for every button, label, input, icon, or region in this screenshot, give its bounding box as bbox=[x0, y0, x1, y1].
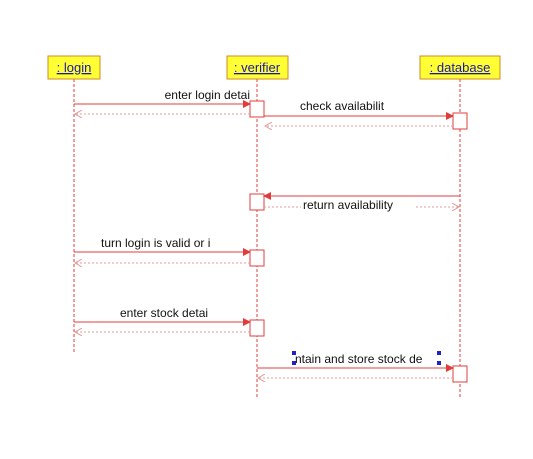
message-label: check availabilit bbox=[300, 99, 385, 113]
activation-box[interactable] bbox=[452, 112, 468, 130]
lifeline-verifier[interactable]: : verifier bbox=[226, 55, 289, 80]
lifeline-database-label: : database bbox=[430, 60, 491, 75]
message-label: enter login detai bbox=[165, 88, 250, 102]
message-label: return availability bbox=[303, 198, 393, 212]
selection-handle[interactable] bbox=[437, 351, 441, 355]
message-label: turn login is valid or i bbox=[101, 236, 210, 250]
lifeline-login[interactable]: : login bbox=[47, 55, 101, 80]
selection-handle[interactable] bbox=[292, 361, 296, 365]
message-label: enter stock detai bbox=[120, 306, 208, 320]
selection-handle[interactable] bbox=[437, 361, 441, 365]
activation-box[interactable] bbox=[452, 365, 468, 383]
lifeline-verifier-label: : verifier bbox=[234, 60, 281, 75]
activation-box[interactable] bbox=[249, 249, 265, 267]
lifeline-login-label: : login bbox=[57, 60, 92, 75]
selection-handle[interactable] bbox=[292, 351, 296, 355]
lifeline-database[interactable]: : database bbox=[419, 55, 501, 80]
activation-box[interactable] bbox=[249, 193, 265, 211]
message-label-background bbox=[301, 197, 415, 210]
activation-box[interactable] bbox=[249, 319, 265, 337]
message-label[interactable]: ntain and store stock de bbox=[295, 352, 423, 366]
activation-box[interactable] bbox=[249, 100, 265, 118]
